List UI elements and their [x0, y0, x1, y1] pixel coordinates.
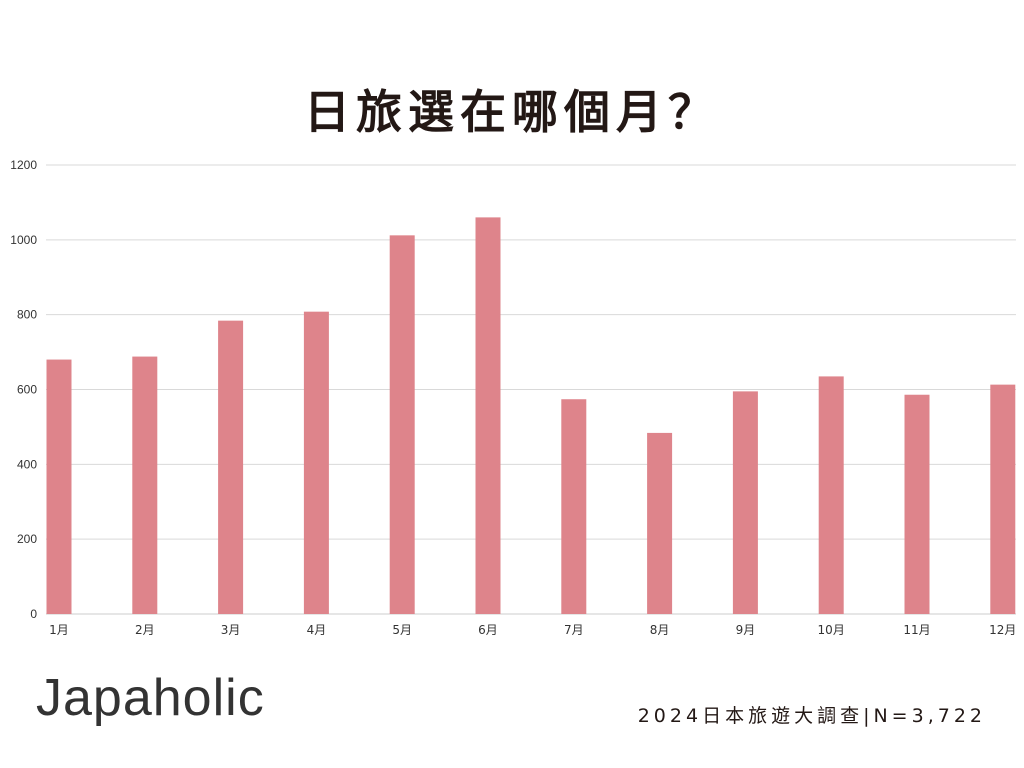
- grid-lines: [46, 164, 1016, 615]
- x-tick-label: 8月: [650, 623, 670, 637]
- bar-chart: 0 200 400 600 800 1000 1200 1月 2月 3月 4月 5月 6月 7月 8月 9月…: [10, 158, 1016, 637]
- x-tick-label: 1月: [49, 623, 69, 637]
- bar-7: [561, 399, 587, 614]
- bar-11: [904, 394, 930, 614]
- y-tick-label: 400: [17, 457, 37, 471]
- bars: [46, 217, 1016, 614]
- x-tick-label: 10月: [818, 623, 845, 637]
- brand-logo-text: Japaholic: [36, 669, 265, 727]
- x-tick-label: 12月: [989, 623, 1016, 637]
- x-tick-label: 11月: [903, 623, 930, 637]
- bar-5: [389, 235, 415, 614]
- bar-8: [647, 432, 673, 614]
- x-tick-label: 3月: [221, 623, 241, 637]
- x-tick-label: 5月: [392, 623, 412, 637]
- x-tick-label: 6月: [478, 623, 498, 637]
- x-tick-label: 2月: [135, 623, 155, 637]
- bar-1: [46, 359, 72, 614]
- y-tick-label: 800: [17, 308, 37, 322]
- source-note: 2024日本旅遊大調查|N=3,722: [637, 705, 986, 727]
- x-tick-label: 7月: [564, 623, 584, 637]
- bar-10: [818, 376, 844, 614]
- bar-9: [732, 391, 758, 614]
- bar-6: [475, 217, 501, 614]
- y-tick-label: 1000: [10, 233, 37, 247]
- x-tick-label: 4月: [307, 623, 327, 637]
- y-axis-ticks: 0 200 400 600 800 1000 1200: [10, 158, 37, 621]
- y-tick-label: 0: [30, 607, 37, 621]
- y-tick-label: 200: [17, 532, 37, 546]
- y-tick-label: 1200: [10, 158, 37, 172]
- bar-4: [303, 311, 329, 614]
- y-tick-label: 600: [17, 383, 37, 397]
- x-tick-label: 9月: [736, 623, 756, 637]
- x-axis-ticks: 1月 2月 3月 4月 5月 6月 7月 8月 9月 10月 11月 12月: [49, 623, 1016, 637]
- bar-2: [132, 356, 158, 614]
- page-title: 日旅選在哪個月？: [304, 85, 720, 139]
- bar-12: [990, 384, 1016, 614]
- bar-3: [218, 320, 244, 614]
